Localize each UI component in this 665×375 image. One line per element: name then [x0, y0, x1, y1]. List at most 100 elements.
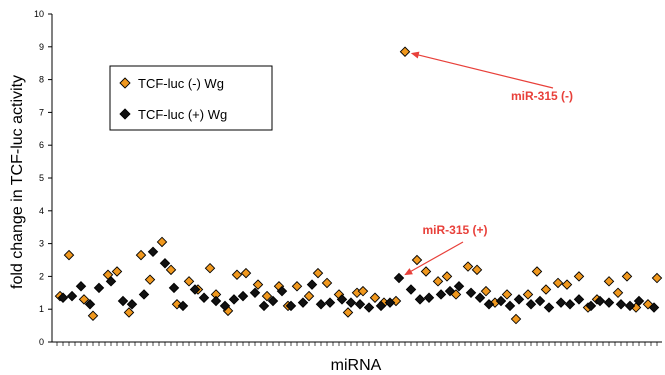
point-minus-wg: [621, 271, 633, 282]
point-plus-wg: [423, 292, 435, 303]
y-tick-label: 8: [39, 75, 44, 85]
point-plus-wg: [168, 282, 180, 294]
y-tick-label: 0: [39, 337, 44, 347]
point-minus-wg: [252, 279, 264, 290]
point-minus-wg: [411, 254, 423, 266]
point-minus-wg: [357, 285, 369, 297]
y-axis: 0 1 2 3 4 5 6 7 8 9 10: [34, 9, 53, 347]
point-minus-wg: [87, 310, 99, 321]
x-axis: [52, 341, 662, 346]
point-plus-wg: [375, 300, 387, 312]
point-minus-wg: [561, 279, 573, 290]
point-plus-wg: [267, 295, 279, 307]
point-plus-wg: [189, 284, 201, 295]
point-minus-wg: [156, 236, 168, 248]
point-plus-wg: [453, 281, 465, 292]
point-plus-wg: [543, 302, 555, 313]
point-plus-wg: [57, 292, 69, 303]
point-plus-wg: [126, 299, 138, 310]
legend-label-plus-wg: TCF-luc (+) Wg: [138, 107, 227, 122]
point-plus-wg: [624, 300, 636, 312]
point-plus-wg: [534, 295, 546, 307]
legend: TCF-luc (-) Wg TCF-luc (+) Wg: [109, 65, 273, 131]
annotation-arrow-line: [408, 241, 464, 274]
y-tick-label: 2: [39, 271, 44, 281]
point-minus-wg: [321, 277, 333, 289]
point-minus-wg: [531, 266, 543, 277]
y-tick-label: 9: [39, 42, 44, 52]
point-minus-wg: [183, 276, 195, 287]
y-axis-title: fold change in TCF-luc activity: [9, 75, 26, 289]
point-minus-wg: [540, 284, 552, 295]
point-plus-wg: [93, 282, 105, 294]
annotations: miR-315 (-) miR-315 (+): [404, 51, 573, 276]
annotation-arrow-line: [415, 53, 554, 89]
y-tick-label: 5: [39, 173, 44, 183]
point-plus-wg: [117, 295, 129, 307]
point-plus-wg: [276, 285, 288, 297]
point-plus-wg: [465, 287, 477, 299]
point-minus-wg: [123, 307, 135, 318]
point-minus-wg: [111, 266, 123, 277]
point-plus-wg: [363, 302, 375, 313]
point-plus-wg: [594, 295, 606, 307]
point-plus-wg: [444, 285, 456, 297]
point-plus-wg: [555, 297, 567, 308]
point-plus-wg: [564, 299, 576, 310]
point-minus-wg: [651, 272, 663, 284]
point-minus-wg: [291, 281, 303, 292]
point-minus-wg: [231, 269, 243, 280]
y-tick-label: 3: [39, 239, 44, 249]
point-plus-wg: [474, 292, 486, 303]
point-minus-wg: [432, 276, 444, 287]
point-plus-wg: [285, 300, 297, 312]
point-plus-wg: [585, 300, 597, 312]
point-plus-wg: [573, 294, 585, 305]
point-plus-wg: [258, 300, 270, 312]
legend-box: [109, 65, 273, 131]
point-plus-wg: [615, 299, 627, 310]
point-plus-wg: [435, 289, 447, 300]
point-minus-wg: [312, 267, 324, 279]
annotation-arrow-head: [410, 51, 420, 59]
point-plus-wg: [159, 258, 171, 269]
point-minus-wg: [501, 289, 513, 300]
y-tick-label: 1: [39, 304, 44, 314]
point-minus-wg: [240, 267, 252, 279]
point-plus-wg: [219, 300, 231, 312]
point-plus-wg: [414, 294, 426, 305]
legend-marker-plus-wg: [119, 108, 131, 120]
point-minus-wg: [63, 249, 75, 261]
point-minus-wg: [522, 289, 534, 300]
point-plus-wg: [105, 276, 117, 287]
point-plus-wg: [354, 299, 366, 310]
point-plus-wg: [525, 299, 537, 310]
annotation-label: miR-315 (+): [422, 223, 487, 237]
point-plus-wg: [504, 300, 516, 312]
point-plus-wg: [138, 289, 150, 300]
legend-label-minus-wg: TCF-luc (-) Wg: [138, 76, 224, 91]
point-plus-wg: [483, 299, 495, 310]
point-minus-wg: [573, 271, 585, 282]
point-minus-wg: [462, 261, 474, 272]
point-plus-wg: [237, 290, 249, 302]
point-minus-wg: [480, 285, 492, 297]
legend-marker-minus-wg: [119, 77, 131, 89]
point-plus-wg: [405, 284, 417, 295]
point-minus-wg: [261, 290, 273, 302]
point-plus-wg: [384, 297, 396, 308]
point-plus-wg: [345, 297, 357, 308]
point-minus-wg: [78, 294, 90, 305]
point-plus-wg: [633, 295, 645, 307]
point-plus-wg: [228, 294, 240, 305]
annotation-arrow-head: [404, 268, 413, 276]
point-minus-wg: [399, 46, 411, 57]
point-minus-wg: [369, 292, 381, 303]
x-axis-title: miRNA: [331, 357, 382, 374]
point-minus-wg: [552, 277, 564, 289]
point-plus-wg: [297, 297, 309, 308]
point-plus-wg: [147, 246, 159, 258]
point-plus-wg: [495, 295, 507, 307]
point-plus-wg: [210, 295, 222, 307]
